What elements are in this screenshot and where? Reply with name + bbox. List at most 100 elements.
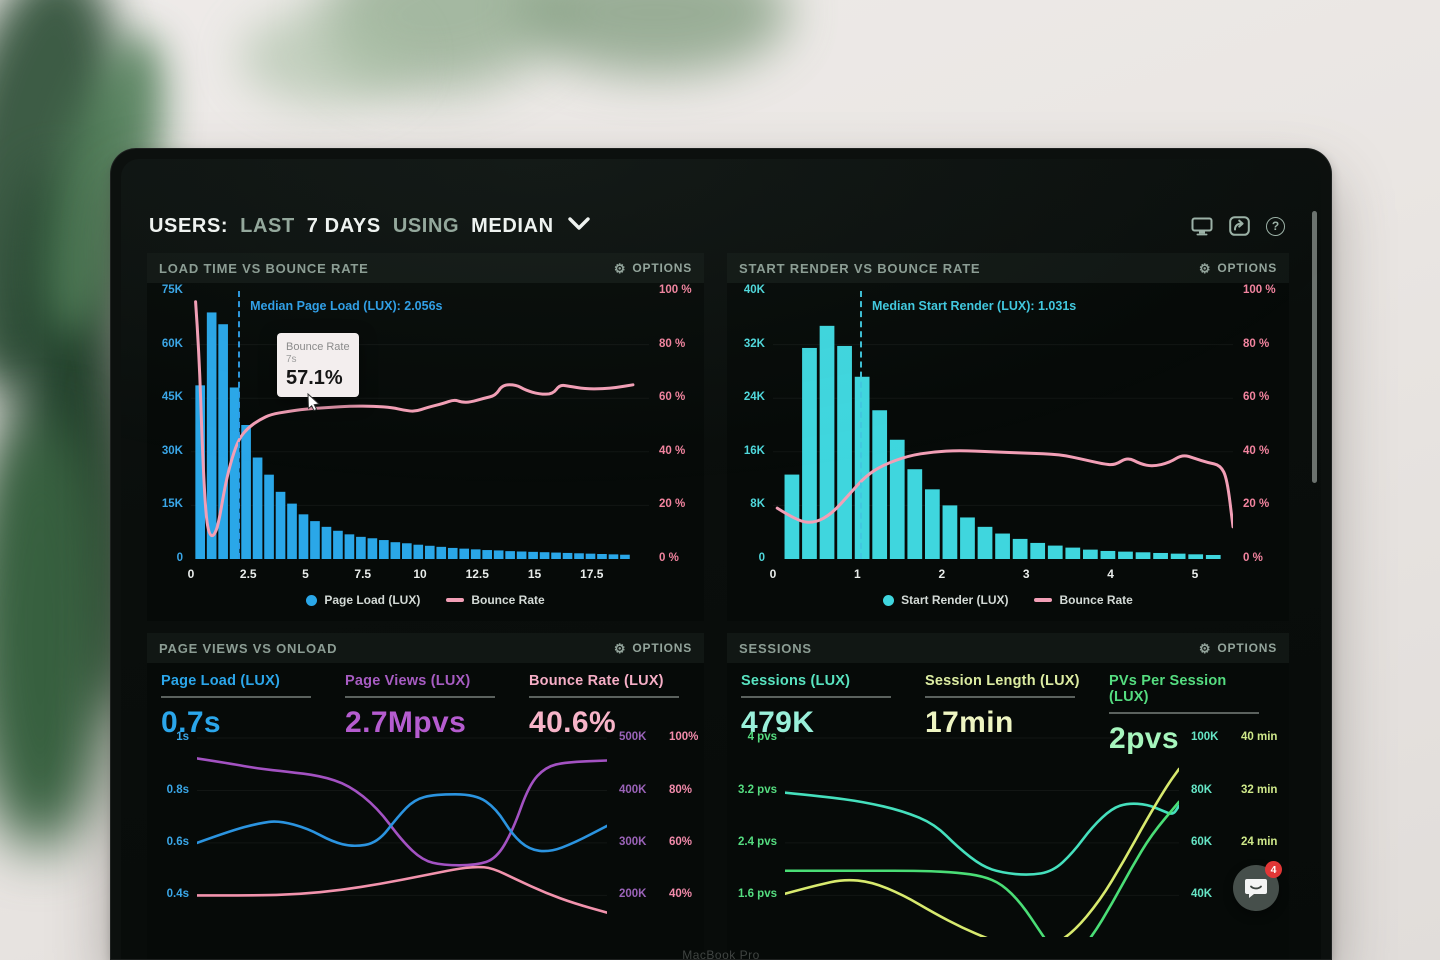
legend-dot-marker (883, 594, 895, 606)
options-label: OPTIONS (1217, 641, 1277, 655)
metric-underline (161, 696, 312, 698)
metric-underline (741, 696, 892, 698)
axis-tick-label: 30K (161, 444, 183, 457)
axis-tick-label: 2.4 pvs (738, 835, 777, 848)
gear-icon: ⚙ (613, 260, 627, 276)
hover-tooltip: Bounce Rate 7s 57.1% (277, 333, 359, 397)
axis-tick-label: 4 pvs (747, 731, 777, 743)
metric-underline (345, 696, 496, 698)
share-icon[interactable] (1229, 216, 1250, 236)
histogram-canvas[interactable] (191, 291, 649, 559)
mouse-cursor (307, 392, 322, 416)
metric-underline (925, 696, 1076, 698)
options-button[interactable]: ⚙ OPTIONS (1199, 641, 1277, 655)
axis-tick-label: 0 (758, 552, 765, 564)
options-button[interactable]: ⚙ OPTIONS (614, 641, 692, 655)
gear-icon: ⚙ (613, 640, 627, 656)
axis-tick-label: 32K (743, 337, 765, 350)
axis-tick-label: 300K (619, 835, 647, 848)
legend-line-marker (446, 598, 465, 602)
legend-item[interactable]: Bounce Rate (446, 593, 545, 607)
axis-tick-label: 40% (669, 888, 693, 901)
axis-tick-label: 100 % (659, 284, 692, 296)
chevron-down-icon (567, 217, 590, 235)
panel-title: LOAD TIME VS BOUNCE RATE (159, 260, 369, 276)
metric-sessions: Sessions (LUX) 479K (741, 673, 901, 740)
median-annotation-label: Median Start Render (LUX): 1.031s (872, 299, 1077, 313)
axis-tick-row: 100K 40 min (1191, 731, 1277, 743)
tooltip-x-value: 7s (286, 354, 297, 365)
median-annotation-label: Median Page Load (LUX): 2.056s (250, 299, 443, 313)
options-button[interactable]: ⚙ OPTIONS (1199, 261, 1277, 275)
options-button[interactable]: ⚙ OPTIONS (614, 261, 692, 275)
axis-tick-label: 15K (161, 498, 183, 511)
chart-legend: Start Render (LUX) Bounce Rate (727, 593, 1289, 607)
axis-tick-label: 2.5 (239, 567, 257, 581)
panel-page-views-vs-onload: PAGE VIEWS VS ONLOAD ⚙ OPTIONS Page Load… (147, 633, 704, 959)
laptop-frame: USERS: LAST 7 DAYS USING MEDIAN ? (110, 148, 1332, 960)
axis-tick-label: 0 (176, 552, 183, 564)
histogram-canvas[interactable] (773, 291, 1233, 559)
legend-item[interactable]: Bounce Rate (1034, 593, 1133, 607)
users-range-dropdown[interactable]: USERS: LAST 7 DAYS USING MEDIAN (149, 215, 590, 238)
axis-tick-row: 500K 100% (619, 731, 698, 743)
axis-tick-label: 60K (1191, 835, 1213, 848)
chat-widget-button[interactable]: 4 (1233, 861, 1282, 911)
legend-item-label: Bounce Rate (1059, 593, 1133, 607)
metric-label: Sessions (LUX) (741, 673, 851, 689)
axis-tick-label: 17.5 (580, 567, 604, 581)
axis-tick-row: 400K 80% (619, 784, 692, 796)
panel-load-time-vs-bounce-rate: LOAD TIME VS BOUNCE RATE ⚙ OPTIONS Bounc… (147, 253, 704, 621)
axis-tick-label: 20 % (1243, 498, 1270, 511)
scrollbar-thumb[interactable] (1312, 211, 1317, 483)
axis-tick-label: 32 min (1241, 783, 1278, 796)
help-icon[interactable]: ? (1266, 216, 1285, 236)
legend-item-label: Start Render (LUX) (901, 593, 1009, 607)
axis-tick-label: 80K (1191, 783, 1213, 796)
legend-item[interactable]: Page Load (LUX) (306, 593, 420, 607)
axis-tick-label: 200K (619, 888, 647, 901)
line-chart-canvas[interactable] (785, 731, 1179, 937)
panel-title: START RENDER VS BOUNCE RATE (739, 260, 981, 276)
options-label: OPTIONS (1217, 261, 1277, 275)
panel-sessions: SESSIONS ⚙ OPTIONS Sessions (LUX) 479K S… (727, 633, 1289, 959)
axis-tick-label: 0 % (1243, 552, 1263, 564)
chat-bubble-icon (1245, 879, 1267, 898)
axis-tick-label: 0 (769, 567, 777, 581)
axis-tick-label: 0.6s (166, 835, 189, 848)
gear-icon: ⚙ (1198, 640, 1212, 656)
header-toolbar: ? (1191, 216, 1285, 236)
axis-tick-label: 40K (743, 284, 765, 296)
gear-icon: ⚙ (1198, 260, 1212, 276)
users-label: USERS: (149, 214, 229, 237)
panel-header: PAGE VIEWS VS ONLOAD ⚙ OPTIONS (147, 633, 704, 663)
axis-tick-label: 80% (669, 783, 693, 796)
axis-tick-label: 80 % (1243, 337, 1270, 350)
line-chart-canvas[interactable] (197, 731, 607, 937)
axis-tick-label: 1 (854, 567, 861, 581)
panel-title: SESSIONS (739, 640, 812, 656)
axis-tick-label: 60% (669, 835, 693, 848)
aggregate-value: MEDIAN (471, 214, 554, 237)
axis-tick-label: 5 (302, 567, 309, 581)
metric-page-load: Page Load (LUX) 0.7s (161, 673, 321, 740)
axis-tick-label: 1.6 pvs (738, 888, 777, 901)
axis-tick-label: 40 % (659, 444, 686, 457)
legend-item[interactable]: Start Render (LUX) (883, 593, 1008, 607)
axis-tick-label: 100% (669, 731, 699, 743)
tooltip-value: 57.1% (286, 367, 343, 389)
axis-tick-row: 200K 40% (619, 888, 692, 900)
chat-unread-badge: 4 (1265, 861, 1282, 878)
axis-tick-label: 4 (1107, 567, 1114, 581)
range-value: 7 DAYS (306, 214, 381, 237)
metric-underline (1109, 712, 1260, 714)
axis-tick-label: 3 (1022, 567, 1030, 581)
axis-tick-label: 80 % (659, 337, 686, 350)
median-annotation-line (238, 291, 241, 559)
panel-header: SESSIONS ⚙ OPTIONS (727, 633, 1289, 663)
axis-tick-label: 12.5 (465, 567, 489, 581)
panel-header: START RENDER VS BOUNCE RATE ⚙ OPTIONS (727, 253, 1289, 283)
axis-tick-label: 24K (743, 391, 765, 404)
display-icon[interactable] (1191, 217, 1213, 236)
median-annotation-line (860, 291, 863, 559)
